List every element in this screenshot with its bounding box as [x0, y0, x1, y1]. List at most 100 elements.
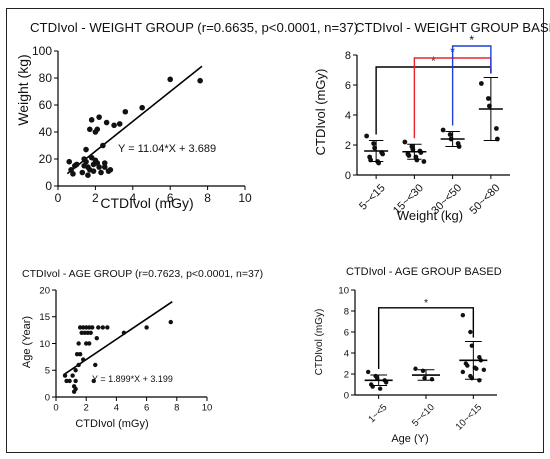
chart1-x-tick-label: 6	[167, 191, 174, 205]
chart3-data-point	[73, 378, 78, 384]
chart1-title: CTDIvol - WEIGHT GROUP (r=0.6635, p<0.00…	[30, 20, 358, 35]
chart1-data-point	[85, 172, 91, 178]
chart3-ylabel: Age (Year)	[21, 316, 33, 368]
chart3-x-tick-label: 0	[53, 403, 58, 414]
chart1-data-point	[98, 169, 104, 176]
chart2-data-point	[406, 153, 412, 158]
chart1-data-point	[101, 164, 108, 170]
chart2-xlabel: Weight (kg)	[397, 208, 463, 223]
chart4-data-point	[465, 363, 470, 368]
chart2-data-point	[371, 141, 377, 146]
chart3-data-point	[64, 378, 69, 384]
chart1-data-point	[96, 164, 102, 170]
chart1-data-point	[116, 121, 123, 127]
chart3-data-point	[70, 373, 75, 378]
chart1-x-tick-label: 0	[55, 191, 62, 205]
figure-frame	[6, 8, 544, 453]
chart1-data-point	[73, 161, 80, 168]
chart3-data-point	[84, 325, 89, 330]
chart4-category-label: 5~<10	[410, 402, 437, 429]
chart1-y-tick-label: 60	[39, 98, 53, 112]
chart1-y-tick-label: 40	[39, 125, 53, 139]
chart4-significance-mark: *	[424, 297, 428, 309]
chart1-data-point	[122, 108, 129, 115]
chart1-data-point	[197, 77, 203, 84]
chart1-xlabel: CTDIvol (mGy)	[100, 195, 193, 211]
chart3-data-point	[77, 325, 83, 330]
chart1-x-tick-label: 8	[204, 191, 211, 205]
chart1-data-point	[83, 146, 89, 153]
chart3-data-point	[79, 330, 84, 335]
chart1-x-tick-label: 2	[92, 191, 99, 205]
chart1-data-point	[100, 142, 106, 149]
chart3-data-point	[121, 330, 127, 335]
chart1-data-point	[86, 126, 93, 133]
chart2-significance-mark: *	[431, 54, 436, 68]
chart3-data-point	[67, 378, 72, 384]
chart4-data-point	[460, 369, 466, 375]
chart3-data-point	[73, 386, 78, 392]
chart2-y-tick-label: 6	[345, 80, 351, 92]
chart3-title: CTDIvol - AGE GROUP (r=0.7623, p<0.0001,…	[22, 268, 263, 280]
chart3-data-point	[82, 330, 87, 335]
chart4-data-point	[365, 369, 371, 375]
chart3-data-point	[144, 325, 149, 330]
chart1-data-point	[66, 158, 73, 165]
chart4-data-point	[481, 367, 487, 372]
chart3-data-point	[93, 362, 98, 368]
chart4-y-tick-label: 10	[338, 285, 349, 296]
chart4-data-point	[468, 329, 473, 335]
chart1-data-point	[101, 160, 108, 166]
chart4-data-point	[460, 313, 466, 318]
chart3-data-point	[77, 352, 83, 357]
chart3-y-tick-label: 10	[39, 339, 50, 350]
chart1-y-tick-label: 100	[32, 44, 52, 58]
chart1-data-point	[88, 117, 95, 123]
chart1-data-point	[96, 114, 102, 120]
chart2-significance-bracket	[451, 45, 492, 126]
chart1-data-point	[139, 104, 145, 111]
chart1-ylabel: Weight (kg)	[15, 54, 31, 125]
chart1-data-point	[94, 126, 101, 133]
chart2-y-tick-label: 8	[345, 50, 351, 62]
chart4-y-tick-label: 8	[344, 306, 349, 317]
chart4-y-tick-label: 2	[344, 369, 349, 380]
chart2-data-point	[440, 127, 446, 133]
chart1-data-point	[70, 171, 76, 177]
chart2-data-point	[447, 132, 453, 137]
chart4-y-tick-label: 6	[344, 327, 349, 338]
chart2-y-tick-label: 2	[345, 140, 351, 152]
chart2-data-point	[485, 96, 491, 101]
chart3-data-point	[88, 330, 93, 335]
chart1-equation: Y = 11.04*X + 3.689	[118, 143, 216, 155]
chart3-data-point	[87, 325, 92, 330]
chart2-data-point	[421, 159, 427, 164]
chart3-x-tick-label: 4	[114, 403, 119, 414]
chart2-data-point	[402, 139, 408, 145]
chart3-x-tick-label: 6	[144, 403, 149, 414]
chart3-data-point	[168, 319, 173, 325]
chart3-equation: Y = 1.899*X + 3.199	[92, 374, 173, 384]
chart2-ylabel: CTDIvol (mGy)	[313, 69, 328, 156]
chart3-data-point	[91, 378, 96, 384]
chart4-y-tick-label: 4	[344, 348, 349, 359]
chart4-data-point	[413, 366, 418, 371]
chart3-data-point	[73, 368, 78, 373]
chart2-data-point	[380, 151, 386, 157]
chart3-data-point	[96, 325, 101, 330]
chart4-title: CTDIvol - AGE GROUP BASED	[346, 266, 502, 278]
chart3-data-point	[100, 325, 106, 330]
chart3-x-tick-label: 2	[84, 403, 89, 414]
chart3-y-tick-label: 5	[45, 366, 50, 377]
chart4-significance-bracket	[377, 307, 475, 370]
chart3-data-point	[87, 341, 92, 346]
chart3-data-point	[94, 335, 99, 341]
chart2-y-tick-label: 4	[345, 110, 351, 122]
chart3-xlabel: CTDIvol (mGy)	[75, 418, 148, 430]
chart1-x-tick-label: 10	[238, 191, 252, 205]
chart3-data-point	[76, 341, 81, 346]
chart3-data-point	[62, 373, 68, 378]
chart3-regression-line	[63, 300, 173, 376]
chart3-y-tick-label: 20	[39, 285, 50, 296]
